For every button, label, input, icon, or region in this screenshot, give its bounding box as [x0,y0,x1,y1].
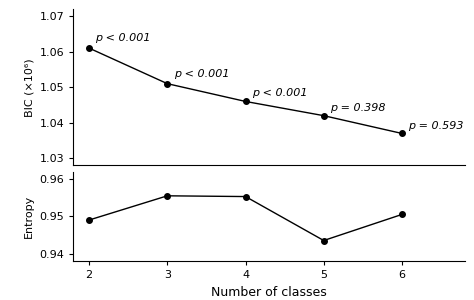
Text: p = 0.398: p = 0.398 [330,103,385,113]
Text: p = 0.593: p = 0.593 [408,121,464,131]
Y-axis label: BIC (×10⁶): BIC (×10⁶) [24,58,34,116]
Text: p < 0.001: p < 0.001 [173,69,229,80]
Text: p < 0.001: p < 0.001 [95,33,151,43]
X-axis label: Number of classes: Number of classes [211,286,327,298]
Text: p < 0.001: p < 0.001 [252,88,307,98]
Y-axis label: Entropy: Entropy [24,195,34,238]
